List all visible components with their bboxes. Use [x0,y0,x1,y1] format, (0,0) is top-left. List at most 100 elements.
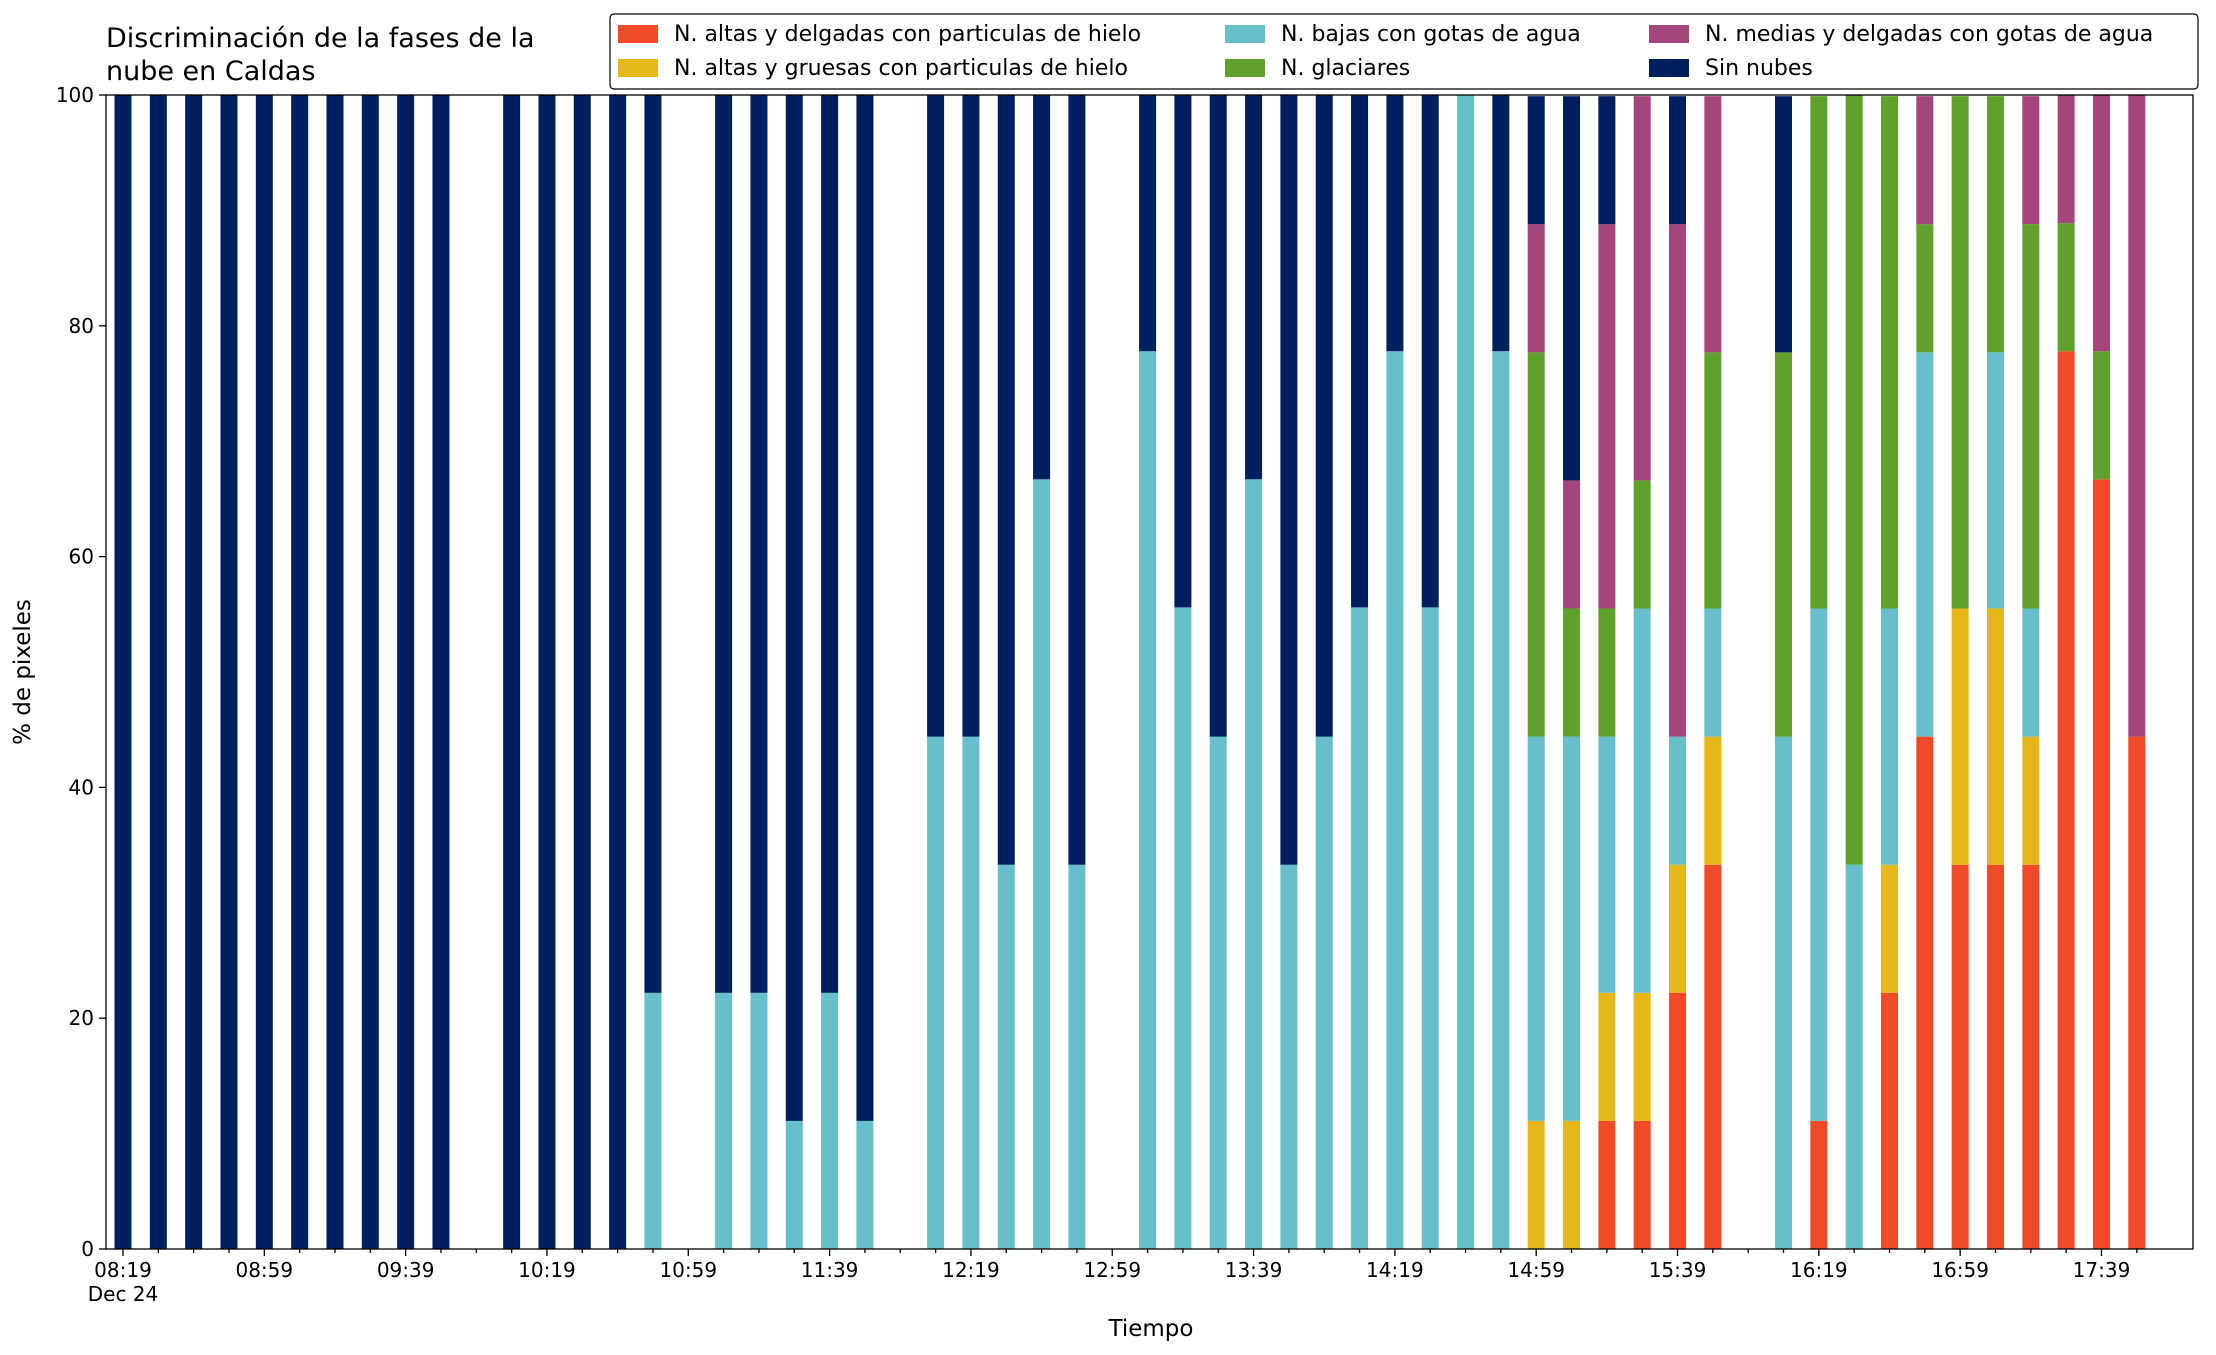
bar-segment [1527,224,1545,353]
bar-segment [1916,352,1934,737]
bar-segment [1951,864,1969,1249]
legend-swatch [618,59,658,77]
bar-segment [1669,224,1687,737]
bar-segment [2092,351,2110,480]
bar-segment [1245,95,1263,480]
plot-frame [105,94,2194,1250]
bar-segment [821,95,839,993]
bar-segment [1315,95,1333,737]
bar-segment [962,95,980,737]
legend-swatch [1649,59,1689,77]
bar-segment [291,95,309,1249]
bar-segment [1421,95,1439,608]
bar-segment [432,95,450,1249]
bar-segment [1704,352,1722,609]
bar-segment [715,95,733,993]
bar-segment [1916,736,1934,1249]
bar-segment [114,95,132,1249]
bar-segment [1280,864,1298,1249]
bar-segment [2128,736,2146,1249]
bar-segment [1563,480,1581,609]
bar-segment [1139,95,1157,352]
bar-segment [220,95,238,1249]
bar-segment [1209,736,1227,1249]
y-tick-label: 40 [69,775,94,799]
bar-segment [1351,95,1369,608]
bar-segment [573,95,591,1249]
bar-segment [1951,608,1969,865]
bar-segment [750,992,768,1249]
bar-segment [1139,351,1157,1249]
bar-segment [1174,607,1192,1249]
bar-segment [1704,864,1722,1249]
bar-segment [1669,96,1687,225]
y-tick-label: 20 [69,1006,94,1030]
bar-segment [1986,864,2004,1249]
bar-segment [1704,608,1722,737]
y-axis-label: % de pixeles [10,599,36,745]
x-tick-label: 10:59 [659,1258,717,1282]
bar-segment [1669,864,1687,993]
bar-segment [1033,479,1051,1250]
bar-segment [1563,736,1581,1121]
bar-segment [1315,736,1333,1249]
bar-segment [1986,352,2004,609]
bar-segment [185,95,203,1249]
bar-segment [1881,992,1898,1249]
bar-segment [1810,96,1828,609]
bar-segment [255,95,273,1249]
bar-segment [1068,95,1086,865]
legend-label: N. glaciares [1281,56,1410,81]
bar-segment [1916,224,1934,353]
bar-segment [1881,608,1898,865]
bar-segment [1810,1120,1828,1249]
bar-segment [997,95,1015,865]
bar-segment [1775,96,1793,353]
bar-segment [538,95,556,1249]
legend-swatch [1225,59,1265,77]
x-tick-label: 08:19 [94,1258,152,1282]
bar-segment [1421,607,1439,1249]
bar-segment [1598,96,1616,225]
bar-segment [644,95,662,993]
x-date-label: Dec 24 [88,1282,159,1306]
x-tick-label: 16:59 [1931,1258,1989,1282]
bar-segment [1633,608,1651,993]
bar-segment [1775,736,1793,1249]
bar-segment [1633,96,1651,481]
bar-segment [1669,992,1687,1249]
bar-segment [2128,95,2146,737]
bar-segment [2057,351,2075,1249]
bar-segment [1598,1120,1616,1249]
bar-segment [2092,479,2110,1250]
bar-segment [1386,95,1404,352]
x-tick-label: 10:19 [518,1258,576,1282]
bar-segment [1633,480,1651,609]
bar-segment [1563,1120,1581,1249]
bar-segment [1245,479,1263,1250]
bar-segment [1845,95,1863,865]
bar-segment [1704,96,1722,353]
legend-swatch [1225,25,1265,43]
bar-segment [361,95,379,1249]
chart-title: Discriminación de la fases de la nube en… [106,23,535,87]
bar-segment [750,95,768,993]
bar-segment [1174,95,1192,608]
x-tick-label: 16:19 [1790,1258,1848,1282]
bar-segment [856,95,874,1121]
bar-segment [821,992,839,1249]
bar-segment [149,95,167,1249]
legend: N. altas y delgadas con particulas de hi… [609,13,2199,90]
bar-segment [1881,864,1898,993]
y-tick-label: 60 [69,545,94,569]
bar-segment [856,1120,874,1249]
x-tick-label: 11:39 [801,1258,859,1282]
bar-segment [1386,351,1404,1249]
bar-segment [1563,608,1581,737]
legend-label: N. altas y gruesas con particulas de hie… [674,56,1128,81]
x-tick-label: 12:59 [1083,1258,1141,1282]
bar-segment [2092,95,2110,352]
bar-segment [326,95,344,1249]
